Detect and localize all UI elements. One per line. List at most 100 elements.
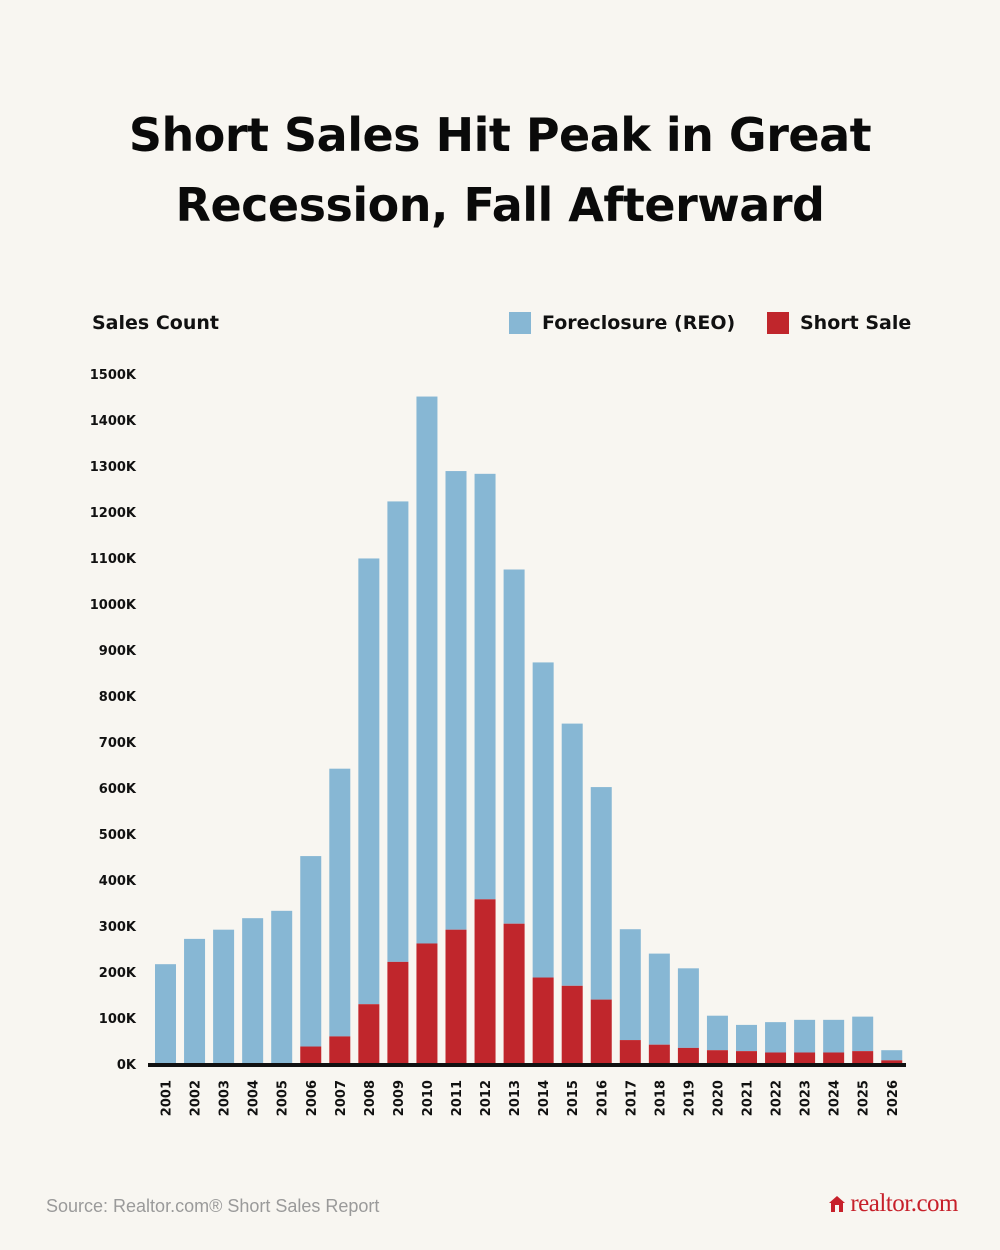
x-tick-label: 2011 xyxy=(450,1080,465,1116)
x-tick-label: 2012 xyxy=(479,1080,494,1116)
y-tick-label: 300K xyxy=(99,920,137,935)
x-tick-label: 2023 xyxy=(799,1080,814,1116)
legend-swatch-short-sale xyxy=(767,312,789,334)
bar-short-sale-2014 xyxy=(532,977,554,1064)
bar-foreclosure-2002 xyxy=(184,938,206,1064)
bar-foreclosure-2020 xyxy=(706,1015,728,1051)
legend: Foreclosure (REO) Short Sale xyxy=(509,312,911,334)
bar-short-sale-2006 xyxy=(300,1046,322,1064)
bar-foreclosure-2006 xyxy=(300,856,322,1047)
bar-foreclosure-2009 xyxy=(387,501,409,962)
bar-foreclosure-2004 xyxy=(242,918,264,1064)
bar-short-sale-2015 xyxy=(561,985,583,1064)
x-tick-label: 2021 xyxy=(741,1080,756,1116)
x-tick-label: 2009 xyxy=(392,1080,407,1116)
y-tick-label: 1100K xyxy=(90,552,137,567)
y-tick-label: 1500K xyxy=(90,368,137,383)
realtor-logo[interactable]: realtor.com xyxy=(827,1190,958,1218)
bar-short-sale-2022 xyxy=(765,1052,787,1064)
bar-short-sale-2012 xyxy=(474,899,496,1064)
y-tick-label: 800K xyxy=(99,690,137,705)
y-tick-label: 0K xyxy=(117,1058,137,1073)
y-tick-label: 500K xyxy=(99,828,137,843)
x-tick-label: 2019 xyxy=(682,1080,697,1116)
bar-short-sale-2020 xyxy=(706,1050,728,1064)
x-tick-label: 2005 xyxy=(276,1080,291,1116)
y-tick-label: 400K xyxy=(99,874,137,889)
x-tick-label: 2018 xyxy=(653,1080,668,1116)
bar-foreclosure-2008 xyxy=(358,558,380,1005)
bar-foreclosure-2024 xyxy=(823,1019,845,1053)
bar-short-sale-2026 xyxy=(881,1060,903,1064)
x-tick-label: 2014 xyxy=(537,1080,552,1116)
bar-short-sale-2010 xyxy=(416,943,438,1064)
stacked-bar-chart: Sales Count Foreclosure (REO) Short Sale… xyxy=(90,312,911,1116)
x-tick-label: 2020 xyxy=(711,1080,726,1116)
house-icon xyxy=(829,1196,846,1212)
x-tick-label: 2025 xyxy=(857,1080,872,1116)
bar-short-sale-2025 xyxy=(852,1051,874,1064)
bar-foreclosure-2015 xyxy=(561,723,583,986)
x-tick-label: 2004 xyxy=(247,1080,262,1116)
x-tick-label: 2006 xyxy=(305,1080,320,1116)
bar-foreclosure-2019 xyxy=(677,968,699,1048)
logo-text: realtor.com xyxy=(850,1190,958,1217)
chart-title-line-1: Short Sales Hit Peak in Great xyxy=(128,108,872,162)
bar-foreclosure-2026 xyxy=(881,1050,903,1061)
x-tick-label: 2024 xyxy=(828,1080,843,1116)
bar-foreclosure-2012 xyxy=(474,473,496,900)
bar-short-sale-2023 xyxy=(794,1052,816,1064)
x-axis-ticks: 2001 2002 2003 2004 2005 2006 2007 2008 2009 2010… xyxy=(160,1080,901,1116)
x-tick-label: 2001 xyxy=(160,1080,175,1116)
bar-short-sale-2009 xyxy=(387,961,409,1064)
bar-short-sale-2007 xyxy=(329,1036,351,1064)
chart-title-line-2: Recession, Fall Afterward xyxy=(175,178,825,232)
x-tick-label: 2026 xyxy=(886,1080,901,1116)
x-tick-label: 2010 xyxy=(421,1080,436,1116)
bar-foreclosure-2007 xyxy=(329,768,351,1037)
x-tick-label: 2022 xyxy=(770,1080,785,1116)
x-tick-label: 2007 xyxy=(334,1080,349,1116)
y-tick-label: 1400K xyxy=(90,414,137,429)
y-axis-ticks: 0K 100K 200K 300K 400K 500K 600K 700K 800K 900K 10… xyxy=(90,368,137,1073)
chart-title: Short Sales Hit Peak in Great Recession,… xyxy=(0,100,1000,240)
bar-foreclosure-2021 xyxy=(736,1024,757,1052)
x-tick-label: 2015 xyxy=(566,1080,581,1116)
bars xyxy=(155,396,903,1064)
y-tick-label: 900K xyxy=(99,644,137,659)
y-axis-label: Sales Count xyxy=(92,312,219,334)
x-tick-label: 2008 xyxy=(363,1080,378,1116)
bar-short-sale-2018 xyxy=(648,1044,670,1064)
y-tick-label: 100K xyxy=(99,1012,137,1027)
bar-short-sale-2011 xyxy=(445,929,467,1064)
y-tick-label: 1300K xyxy=(90,460,137,475)
bar-foreclosure-2017 xyxy=(619,929,641,1041)
bar-short-sale-2013 xyxy=(503,923,525,1064)
bar-foreclosure-2022 xyxy=(765,1022,787,1053)
x-tick-label: 2003 xyxy=(218,1080,233,1116)
bar-short-sale-2016 xyxy=(590,999,612,1064)
bar-foreclosure-2016 xyxy=(590,787,612,1000)
bar-short-sale-2024 xyxy=(823,1052,845,1064)
bar-short-sale-2017 xyxy=(619,1040,641,1064)
bar-short-sale-2021 xyxy=(736,1051,757,1064)
source-note: Source: Realtor.com® Short Sales Report xyxy=(46,1196,380,1216)
bar-foreclosure-2025 xyxy=(852,1016,874,1052)
bar-foreclosure-2005 xyxy=(271,910,293,1064)
x-tick-label: 2017 xyxy=(624,1080,639,1116)
bar-foreclosure-2014 xyxy=(532,662,554,978)
x-tick-label: 2013 xyxy=(508,1080,523,1116)
legend-label-short-sale: Short Sale xyxy=(800,312,911,334)
legend-label-foreclosure: Foreclosure (REO) xyxy=(542,312,735,334)
y-tick-label: 1000K xyxy=(90,598,137,613)
bar-foreclosure-2013 xyxy=(503,569,525,924)
bar-foreclosure-2011 xyxy=(445,471,467,930)
x-tick-label: 2016 xyxy=(595,1080,610,1116)
y-tick-label: 700K xyxy=(99,736,137,751)
legend-swatch-foreclosure xyxy=(509,312,531,334)
y-tick-label: 1200K xyxy=(90,506,137,521)
bar-short-sale-2019 xyxy=(677,1047,699,1064)
bar-foreclosure-2001 xyxy=(155,964,176,1064)
bar-foreclosure-2003 xyxy=(213,929,235,1064)
bar-foreclosure-2010 xyxy=(416,396,438,944)
